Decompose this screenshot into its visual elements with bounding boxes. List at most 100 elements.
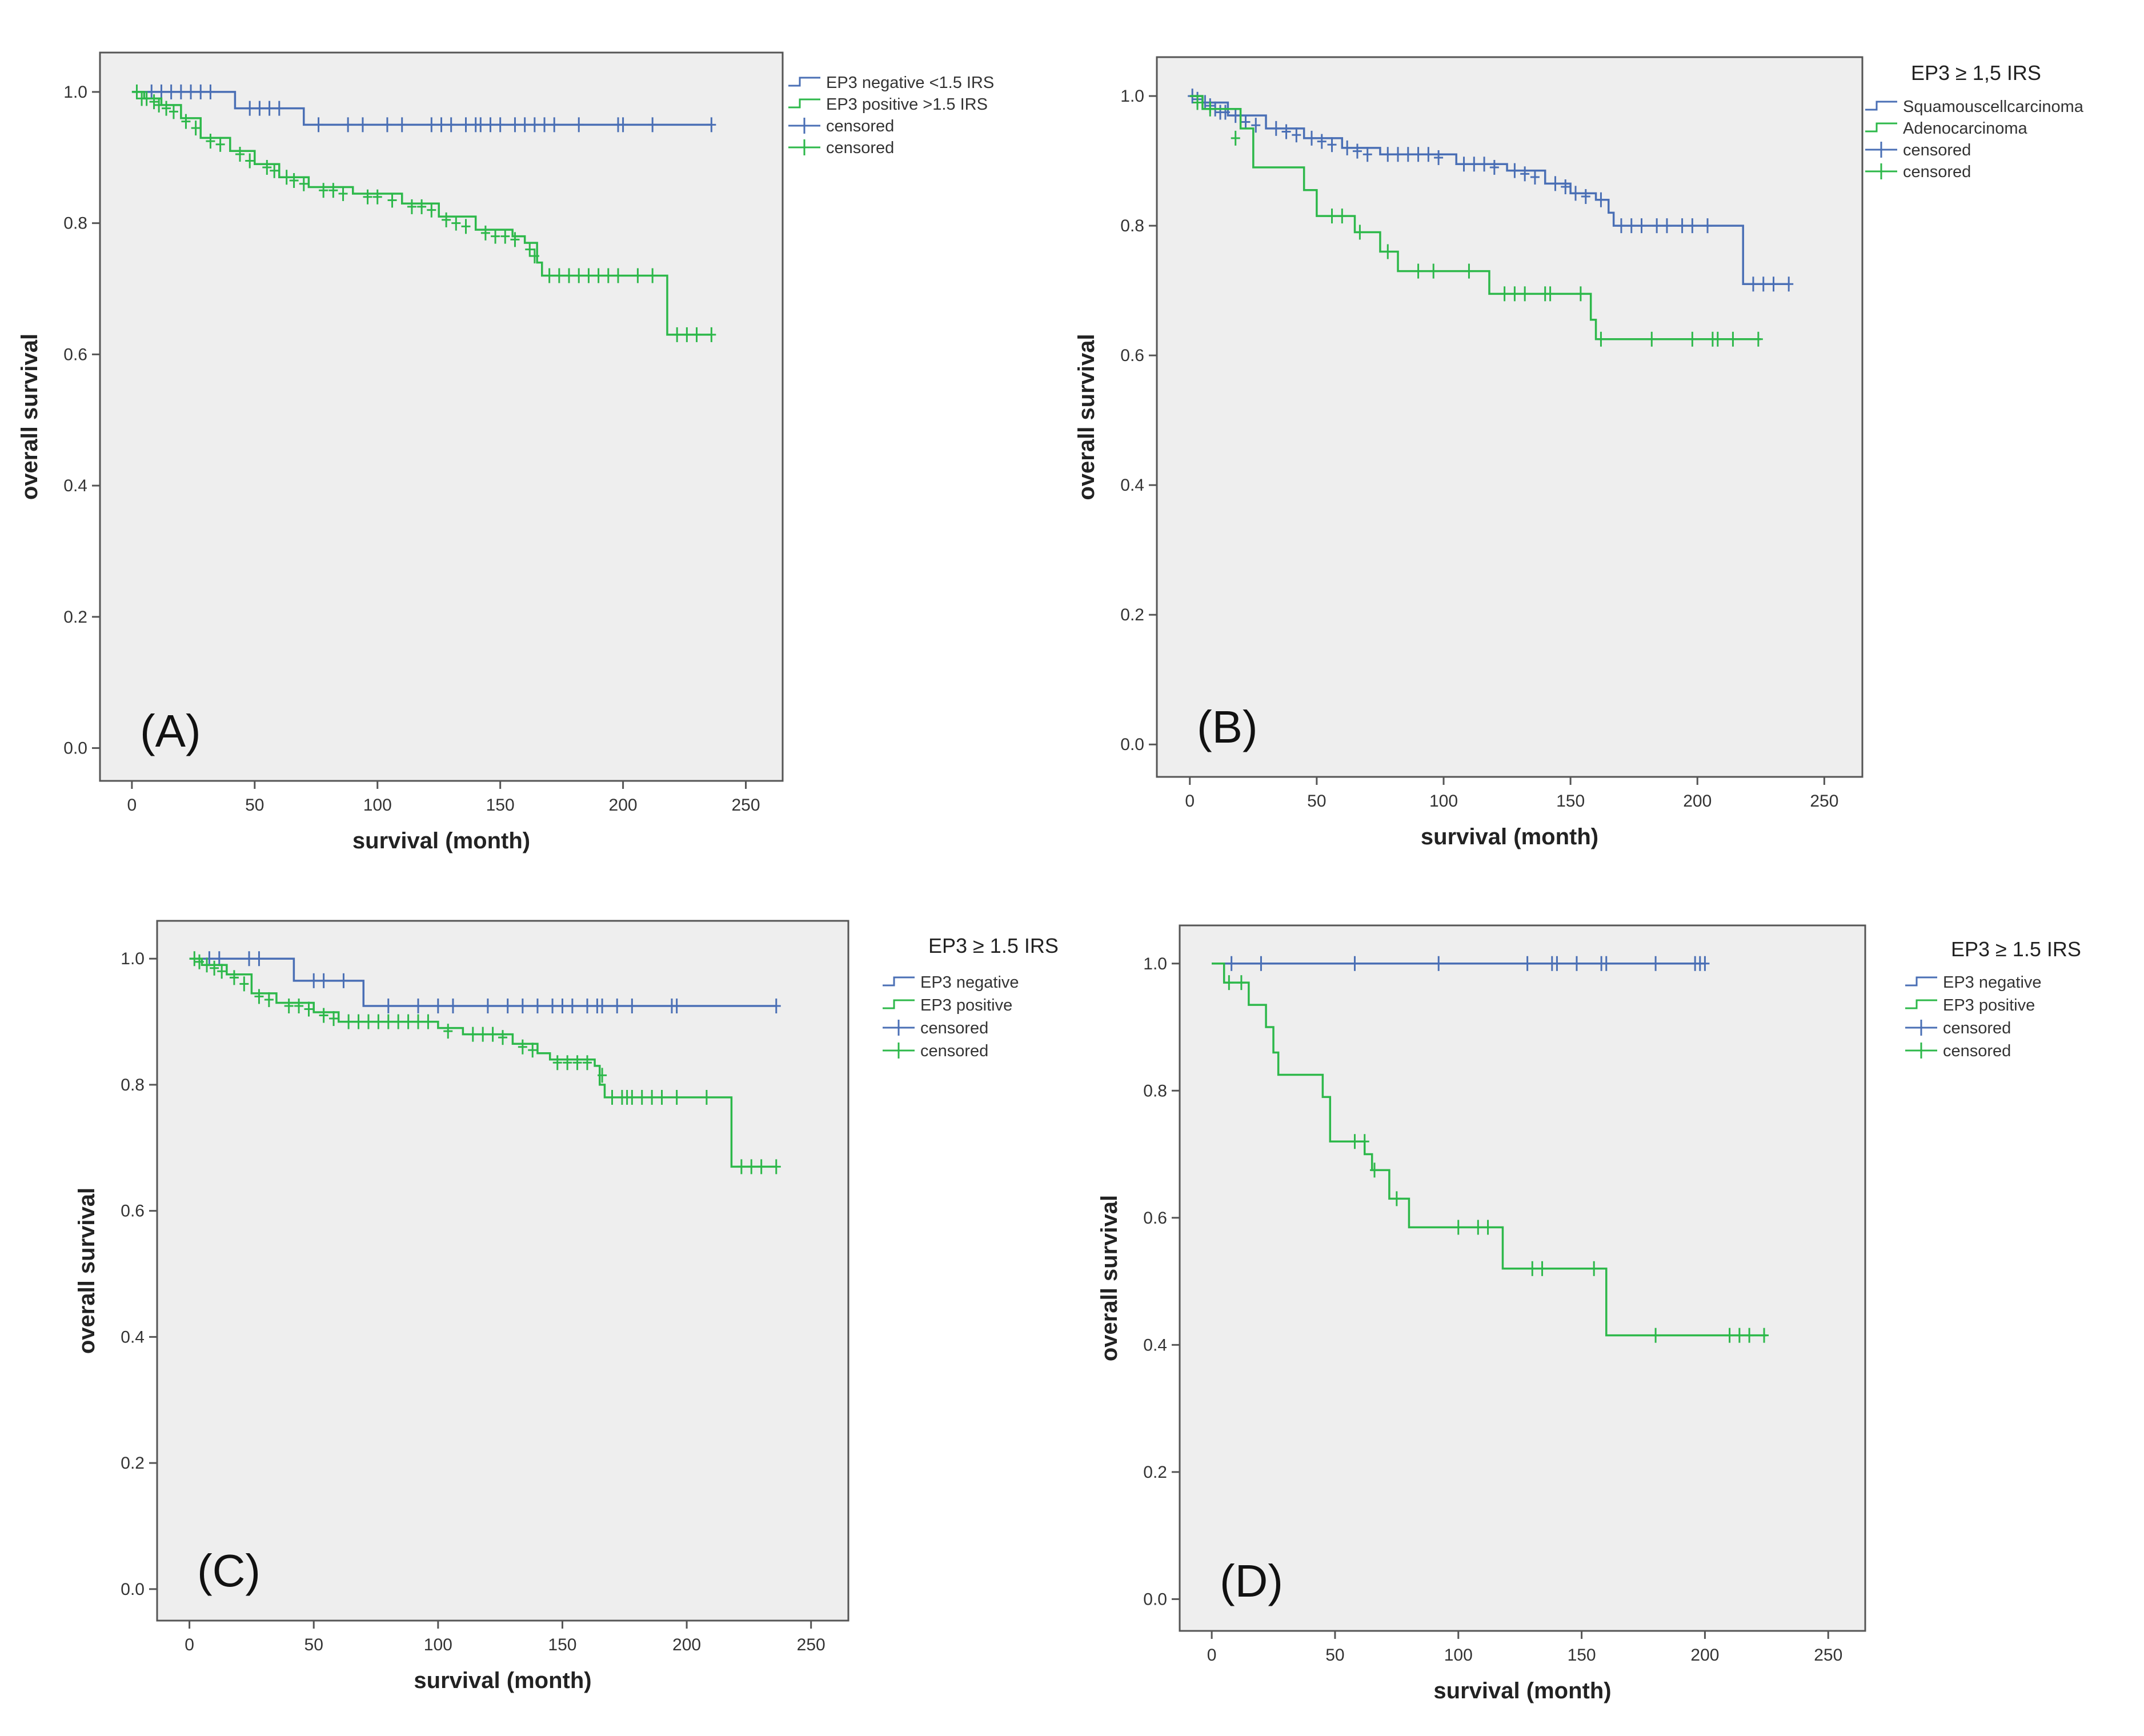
y-tick-label: 1.0 <box>121 949 145 968</box>
x-tick-label: 200 <box>1683 792 1712 811</box>
y-tick-label: 0.0 <box>1143 1590 1167 1609</box>
legend-label: censored <box>920 1019 988 1037</box>
legend-label: EP3 positive >1.5 IRS <box>826 95 988 114</box>
y-tick-label: 0.4 <box>121 1328 145 1346</box>
legend: EP3 ≥ 1.5 IRS EP3 negative EP3 positive cen… <box>883 934 1059 1060</box>
series-blue <box>189 951 781 1013</box>
panel-label: (A) <box>140 705 201 756</box>
y-tick-label: 0.4 <box>63 476 87 495</box>
x-tick-label: 150 <box>1568 1646 1596 1665</box>
x-tick-label: 250 <box>797 1635 825 1654</box>
legend: EP3 ≥ 1,5 IRS Squamouscellcarcinoma Adenoc… <box>1865 61 2084 181</box>
x-tick-label: 100 <box>424 1635 452 1654</box>
legend-censored-swatch <box>883 1043 915 1059</box>
legend-label: EP3 positive <box>920 996 1012 1015</box>
y-tick-label: 1.0 <box>1143 955 1167 973</box>
x-tick-label: 50 <box>245 796 264 815</box>
panel-b: 0 50 100 150 200 250 0.0 0.2 0.4 0.6 0.8 1.0 surviva… <box>1074 56 2084 849</box>
legend-line-swatch <box>883 999 915 1009</box>
x-axis-title: survival (month) <box>414 1668 591 1693</box>
legend-title: EP3 ≥ 1.5 IRS <box>928 934 1059 957</box>
x-tick-label: 0 <box>1207 1646 1217 1665</box>
legend-label: censored <box>1903 163 1971 181</box>
series-blue <box>1188 89 1794 292</box>
y-tick-label: 0.2 <box>63 608 87 627</box>
y-tick-label: 0.6 <box>63 345 87 364</box>
panel-d: 0 50 100 150 200 250 0.0 0.2 0.4 0.6 0.8 1.0 surviva… <box>1097 924 2081 1703</box>
legend-title: EP3 ≥ 1.5 IRS <box>1951 937 2081 961</box>
legend-label: censored <box>1943 1019 2011 1037</box>
legend-label: Adenocarcinoma <box>1903 119 2027 138</box>
y-tick-label: 1.0 <box>63 83 87 102</box>
legend-label: censored <box>1903 141 1971 159</box>
x-tick-label: 0 <box>1185 792 1195 811</box>
legend-label: Squamouscellcarcinoma <box>1903 98 2084 116</box>
x-tick-label: 150 <box>548 1635 576 1654</box>
legend-censored-swatch <box>788 139 820 155</box>
legend-label: EP3 negative <box>920 973 1019 992</box>
y-tick-label: 0.8 <box>121 1076 145 1094</box>
panel-label: (D) <box>1220 1555 1283 1606</box>
legend-label: censored <box>1943 1042 2011 1060</box>
x-axis-title: survival (month) <box>1421 824 1598 849</box>
series-green <box>1212 963 1769 1343</box>
legend-line-swatch <box>1865 122 1897 133</box>
survival-curve <box>131 91 712 336</box>
legend-censored-swatch <box>1865 163 1897 179</box>
legend-censored-swatch <box>1865 142 1897 158</box>
x-tick-label: 0 <box>185 1635 194 1654</box>
x-tick-label: 200 <box>1690 1646 1719 1665</box>
y-tick-label: 0.8 <box>63 214 87 233</box>
x-tick-label: 100 <box>1444 1646 1473 1665</box>
y-axis-title: overall survival <box>74 1188 99 1354</box>
legend-line-swatch <box>788 77 820 87</box>
legend-censored-swatch <box>1905 1043 1937 1059</box>
x-tick-label: 250 <box>731 796 760 815</box>
survival-curve <box>1212 963 1767 1337</box>
legend-censored-swatch <box>883 1020 915 1036</box>
panel-label: (C) <box>197 1545 261 1596</box>
x-tick-label: 50 <box>1325 1646 1344 1665</box>
panel-label: (B) <box>1197 701 1258 752</box>
y-tick-label: 1.0 <box>1120 87 1144 106</box>
legend-line-swatch <box>883 976 915 987</box>
legend-title: EP3 ≥ 1,5 IRS <box>1911 61 2041 85</box>
y-tick-label: 0.4 <box>1143 1336 1167 1354</box>
legend-line-swatch <box>1865 101 1897 111</box>
y-axis-title: overall survival <box>1097 1195 1122 1361</box>
series-green <box>1189 95 1763 347</box>
legend-line-swatch <box>1905 976 1937 987</box>
y-axis-title: overall survival <box>17 334 42 500</box>
series-blue <box>1212 956 1710 971</box>
x-tick-label: 100 <box>363 796 392 815</box>
y-tick-label: 0.2 <box>1143 1463 1167 1482</box>
x-tick-label: 50 <box>304 1635 323 1654</box>
y-tick-label: 0.2 <box>1120 606 1144 624</box>
plot-area <box>156 920 849 1622</box>
x-tick-label: 250 <box>1810 792 1838 811</box>
x-axis-title: survival (month) <box>1433 1678 1611 1703</box>
y-tick-label: 0.0 <box>1120 735 1144 754</box>
y-tick-label: 0.0 <box>121 1580 145 1599</box>
x-tick-label: 150 <box>486 796 515 815</box>
panel-a: 0 50 100 150 200 250 0.0 0.2 0.4 0.6 0.8 1.0 surviva… <box>17 51 994 853</box>
series-green <box>131 84 716 342</box>
y-tick-label: 0.8 <box>1143 1081 1167 1100</box>
y-tick-label: 0.8 <box>1120 217 1144 235</box>
y-tick-label: 0.6 <box>1120 346 1144 365</box>
legend-label: EP3 negative <1.5 IRS <box>826 74 994 92</box>
x-tick-label: 250 <box>1814 1646 1842 1665</box>
x-tick-label: 50 <box>1307 792 1326 811</box>
y-tick-label: 0.2 <box>121 1454 145 1473</box>
legend-censored-swatch <box>1905 1020 1937 1036</box>
plot-area <box>1179 924 1866 1632</box>
series-blue <box>131 84 716 133</box>
survival-curve <box>189 957 776 1007</box>
plot-area <box>1156 56 1864 778</box>
legend: EP3 ≥ 1.5 IRS EP3 negative EP3 positive cen… <box>1905 937 2081 1060</box>
legend-label: EP3 negative <box>1943 973 2042 992</box>
plot-area <box>99 51 784 782</box>
x-tick-label: 0 <box>127 796 137 815</box>
legend-label: EP3 positive <box>1943 996 2035 1015</box>
